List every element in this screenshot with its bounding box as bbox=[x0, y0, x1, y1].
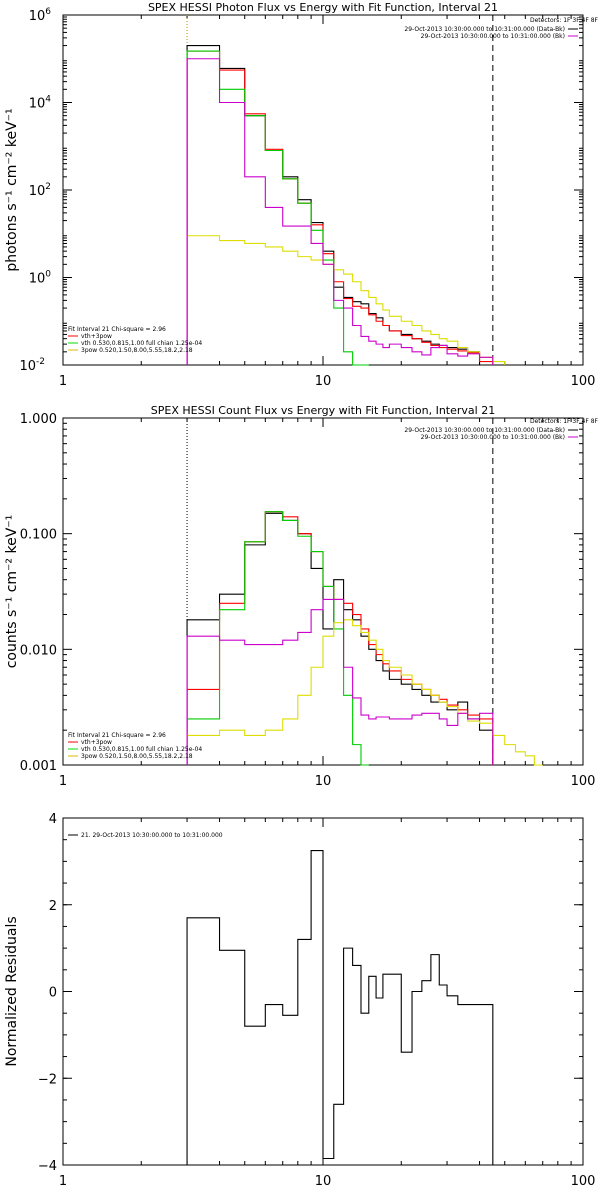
legend-header: Detectors: 1F 3F 4F 8F bbox=[530, 17, 599, 24]
y-tick-label: −2 bbox=[38, 1072, 57, 1087]
y-tick-label: −4 bbox=[38, 1159, 57, 1174]
y-tick-label: 10-2 bbox=[19, 357, 45, 374]
legend-header: Fit Interval 21 Chi-square = 2.96 bbox=[68, 326, 166, 333]
x-tick-label: 10 bbox=[315, 774, 332, 789]
y-axis-label: counts s⁻¹ cm⁻² keV⁻¹ bbox=[4, 515, 20, 669]
chart-title: SPEX HESSI Count Flux vs Energy with Fit… bbox=[151, 404, 495, 417]
series-line-2 bbox=[186, 511, 494, 765]
series-line-4 bbox=[186, 619, 543, 766]
y-tick-label: 0.010 bbox=[20, 643, 57, 658]
legend-header: Detectors: 1F 3F 4F 8F bbox=[530, 418, 599, 425]
y-tick-label: 106 bbox=[29, 7, 52, 24]
series-line-1 bbox=[186, 45, 493, 366]
legend-label: 3pow 0.520,1.50,8.00,5.55,18.2,2.18 bbox=[81, 753, 193, 760]
series-line-3 bbox=[186, 50, 369, 366]
x-tick-label: 1 bbox=[59, 774, 67, 789]
y-tick-label: 0.001 bbox=[20, 759, 57, 774]
legend-label: 21. 29-Oct-2013 10:30:00.000 to 10:31:00… bbox=[81, 832, 223, 839]
legend-label: 29-Oct-2013 10:30:00.000 to 10:31:00.000… bbox=[421, 33, 565, 40]
plot-frame-1 bbox=[62, 14, 584, 366]
y-tick-label: 1.000 bbox=[20, 412, 57, 427]
legend-label: 29-Oct-2013 10:30:00.000 to 10:31:00.000… bbox=[404, 26, 565, 33]
x-tick-label: 10 bbox=[315, 1174, 332, 1189]
legend-label: vth 0.530,0.815,1.00 full chian 1.25e-04 bbox=[81, 340, 202, 347]
series-line-5 bbox=[186, 598, 494, 765]
legend-label: 29-Oct-2013 10:30:00.000 to 10:31:00.000… bbox=[421, 434, 565, 441]
chart-title: SPEX HESSI Photon Flux vs Energy with Fi… bbox=[148, 1, 498, 14]
y-tick-label: 4 bbox=[49, 812, 57, 827]
legend-label: vth 0.530,0.815,1.00 full chian 1.25e-04 bbox=[81, 746, 202, 753]
y-tick-label: 0 bbox=[49, 986, 57, 1001]
x-tick-label: 100 bbox=[571, 374, 596, 389]
series-line-1 bbox=[186, 849, 494, 1165]
series-line-2 bbox=[186, 50, 494, 365]
y-tick-label: 100 bbox=[29, 270, 52, 287]
x-tick-label: 100 bbox=[571, 1174, 596, 1189]
legend-header: Fit Interval 21 Chi-square = 2.96 bbox=[68, 732, 166, 739]
y-tick-label: 0.100 bbox=[20, 528, 57, 543]
legend-label: vth+3pow bbox=[81, 333, 112, 340]
series-line-3 bbox=[186, 511, 369, 766]
y-tick-label: 104 bbox=[29, 95, 52, 112]
legend-label: 3pow 0.520,1.50,8.00,5.55,18.2,2.18 bbox=[81, 347, 193, 354]
x-tick-label: 1 bbox=[59, 1174, 67, 1189]
x-tick-label: 100 bbox=[571, 774, 596, 789]
x-tick-label: 1 bbox=[59, 374, 67, 389]
series-line-5 bbox=[186, 58, 494, 365]
series-line-1 bbox=[186, 512, 494, 765]
y-tick-label: 2 bbox=[49, 899, 57, 914]
series-line-4 bbox=[186, 235, 506, 365]
y-axis-label: Normalized Residuals bbox=[4, 916, 20, 1066]
legend-label: 29-Oct-2013 10:30:00.000 to 10:31:00.000… bbox=[404, 427, 565, 434]
x-tick-label: 10 bbox=[315, 374, 332, 389]
legend-label: vth+3pow bbox=[81, 739, 112, 746]
y-tick-label: 102 bbox=[29, 182, 51, 199]
y-axis-label: photons s⁻¹ cm⁻² keV⁻¹ bbox=[4, 108, 20, 271]
